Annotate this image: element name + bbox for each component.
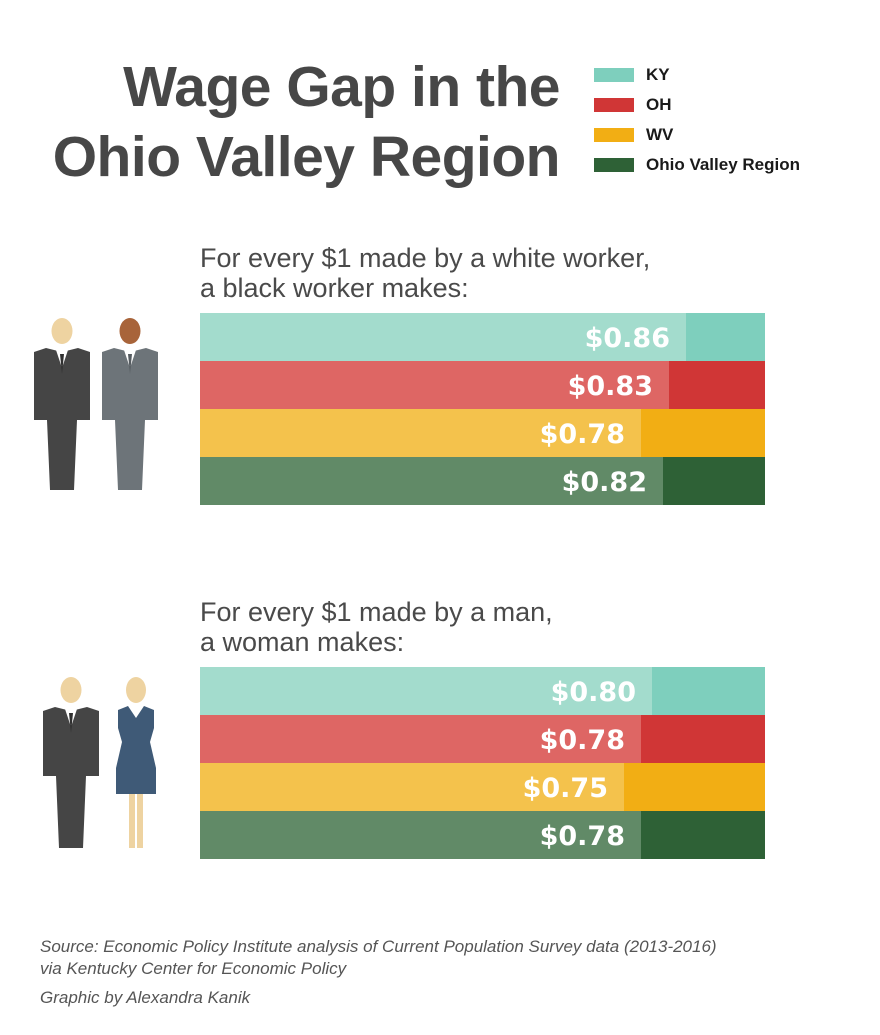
bar-value-oh [200,361,669,409]
source-line-1: Source: Economic Policy Institute analys… [40,937,717,956]
chart-title: Wage Gap in the Ohio Valley Region [20,52,561,192]
gender-gap-bar-chart: $0.80 $0.78 $0.75 $0.78 [200,667,765,859]
graphic-credit: Graphic by Alexandra Kanik [40,988,251,1007]
bar-value-ohio-valley-region [200,811,641,859]
legend: KY OH WV Ohio Valley Region [594,60,800,180]
gender-gap-label-line-2: a woman makes: [200,627,405,657]
legend-swatch-oh [594,98,634,112]
race-gap-label-line-1: For every $1 made by a white worker, [200,243,651,273]
bar-value-oh [200,715,641,763]
woman-figure-icon [116,677,156,848]
source-note: Source: Economic Policy Institute analys… [40,936,717,980]
bar-data-label-oh: $0.83 [568,371,653,402]
bar-data-label-wv: $0.75 [523,773,608,804]
gender-gap-label-line-1: For every $1 made by a man, [200,597,553,627]
race-gap-label-line-2: a black worker makes: [200,273,469,303]
man-figure-dark-skin-icon [102,318,158,490]
bar-value-ky [200,313,686,361]
bar-value-ky [200,667,652,715]
bar-data-label-ky: $0.86 [585,323,670,354]
bar-data-label-oh: $0.78 [540,725,625,756]
legend-item-oh: OH [594,90,800,120]
race-gap-bar-chart: $0.86 $0.83 $0.78 $0.82 [200,313,765,505]
legend-item-ky: KY [594,60,800,90]
legend-swatch-ohio-valley-region [594,158,634,172]
race-figures [34,318,158,490]
legend-label-oh: OH [646,95,672,114]
legend-item-wv: WV [594,120,800,150]
man-figure-light-skin-icon [34,318,90,490]
legend-label-ohio-valley-region: Ohio Valley Region [646,155,800,174]
legend-label-wv: WV [646,125,674,144]
bar-value-ohio-valley-region [200,457,663,505]
bar-data-label-ohio-valley-region: $0.78 [540,821,625,852]
gender-gap-label: For every $1 made by a man, a woman make… [200,597,553,657]
title-line-2: Ohio Valley Region [52,125,561,189]
bar-data-label-ohio-valley-region: $0.82 [562,467,647,498]
legend-swatch-wv [594,128,634,142]
bar-value-wv [200,763,624,811]
race-gap-label: For every $1 made by a white worker, a b… [200,243,650,303]
legend-swatch-ky [594,68,634,82]
legend-item-ohio-valley-region: Ohio Valley Region [594,150,800,180]
bar-data-label-wv: $0.78 [540,419,625,450]
title-line-1: Wage Gap in the [123,55,560,119]
bar-data-label-ky: $0.80 [551,677,636,708]
man-figure-icon [43,677,99,848]
legend-label-ky: KY [646,65,670,84]
gender-figures [43,677,156,848]
bar-value-wv [200,409,641,457]
source-line-2: via Kentucky Center for Economic Policy [40,959,347,978]
